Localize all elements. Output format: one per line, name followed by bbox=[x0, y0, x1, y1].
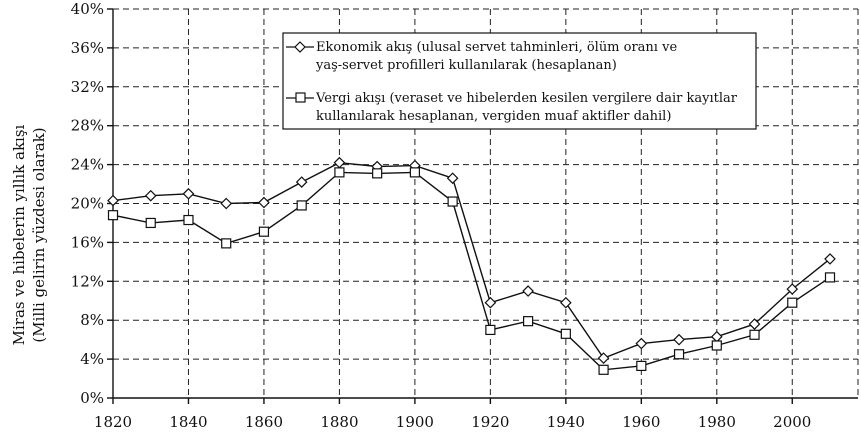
data-point-square bbox=[372, 168, 383, 179]
y-tick-label: 12% bbox=[71, 272, 104, 290]
series-line bbox=[112, 161, 831, 359]
data-point-diamond bbox=[107, 194, 119, 207]
series-line bbox=[112, 171, 831, 371]
data-point-square bbox=[824, 272, 836, 283]
y-tick-label: 32% bbox=[71, 78, 104, 96]
series-economic-flow bbox=[107, 156, 836, 364]
data-point-diamond bbox=[522, 285, 534, 297]
y-axis-label-secondary: (Milli gelirin yüzdesi olarak) bbox=[30, 127, 48, 342]
legend-label-economic-line1: Ekonomik akış (ulusal servet tahminleri,… bbox=[316, 40, 677, 55]
data-point-diamond bbox=[333, 156, 346, 169]
data-point-square bbox=[334, 167, 345, 178]
grid-lines bbox=[113, 8, 859, 398]
x-tick-label: 1880 bbox=[320, 413, 358, 431]
y-tick-label: 20% bbox=[71, 195, 104, 213]
data-point-square bbox=[183, 214, 194, 226]
data-point-square bbox=[523, 316, 534, 327]
legend-label-tax-line1: Vergi akışı (veraset ve hibelerden kesil… bbox=[315, 91, 738, 106]
x-tick-label: 1840 bbox=[169, 413, 207, 431]
data-point-square bbox=[296, 200, 307, 211]
x-tick-label: 1960 bbox=[622, 413, 660, 431]
y-tick-label: 36% bbox=[71, 39, 104, 57]
y-tick-label: 0% bbox=[80, 389, 104, 407]
data-point-diamond bbox=[446, 172, 459, 185]
data-point-square bbox=[485, 324, 496, 336]
x-tick-label: 2000 bbox=[773, 413, 811, 431]
legend-box bbox=[282, 32, 757, 130]
y-tick-label: 40% bbox=[71, 0, 104, 18]
data-point-square bbox=[560, 328, 571, 339]
y-tick-label: 24% bbox=[71, 156, 104, 174]
y-tick-labels: 0% 4% 8% 12% 16% 20% 24% 28% 32% 36% 40% bbox=[71, 0, 104, 407]
data-point-square bbox=[749, 329, 760, 340]
legend-diamond-marker bbox=[294, 41, 306, 53]
y-axis-title: Miras ve hibelerin yıllık akışı bbox=[10, 124, 28, 345]
legend-square-marker bbox=[295, 92, 306, 103]
y-tick-label: 28% bbox=[71, 117, 104, 135]
x-tick-label: 1940 bbox=[547, 413, 585, 431]
x-tick-label: 1820 bbox=[94, 413, 132, 431]
data-point-square bbox=[107, 210, 119, 221]
data-point-diamond bbox=[295, 176, 308, 188]
data-point-square bbox=[711, 340, 722, 351]
series-tax-flow bbox=[107, 167, 836, 375]
data-point-diamond bbox=[559, 296, 572, 309]
y-axis-subtitle: (Milli gelirin yüzdesi olarak) bbox=[30, 127, 48, 342]
axes bbox=[107, 8, 858, 404]
x-tick-labels: 1820 1840 1860 1880 1900 1920 1940 1960 1980 2000 bbox=[94, 413, 811, 431]
x-tick-label: 1900 bbox=[396, 413, 434, 431]
data-point-square bbox=[636, 360, 647, 372]
data-point-diamond bbox=[710, 330, 723, 343]
data-point-diamond bbox=[597, 352, 610, 364]
data-point-square bbox=[145, 217, 156, 229]
data-point-square bbox=[787, 297, 798, 308]
legend-label-economic-line2: yaş-servet profilleri kullanılarak (hesa… bbox=[315, 58, 617, 73]
data-point-square bbox=[673, 349, 685, 360]
data-point-diamond bbox=[220, 197, 233, 210]
x-tick-label: 1920 bbox=[471, 413, 509, 431]
data-point-diamond bbox=[824, 253, 836, 265]
y-tick-label: 16% bbox=[71, 233, 104, 251]
data-point-diamond bbox=[786, 283, 799, 295]
data-point-diamond bbox=[635, 337, 648, 350]
data-point-diamond bbox=[748, 318, 761, 330]
y-tick-label: 8% bbox=[80, 311, 104, 329]
y-axis-label: Miras ve hibelerin yıllık akışı bbox=[10, 124, 28, 345]
legend: Ekonomik akış (ulusal servet tahminleri,… bbox=[282, 32, 757, 130]
legend-label-tax-line2: kullanılarak hesaplanan, vergiden muaf a… bbox=[316, 109, 671, 124]
series bbox=[107, 156, 836, 375]
data-point-diamond bbox=[144, 189, 157, 202]
data-point-square bbox=[598, 364, 609, 375]
data-point-square bbox=[447, 196, 458, 207]
data-point-square bbox=[258, 226, 270, 237]
x-tick-label: 1980 bbox=[698, 413, 736, 431]
data-point-diamond bbox=[484, 296, 497, 309]
y-tick-label: 4% bbox=[80, 350, 104, 368]
data-point-diamond bbox=[182, 187, 195, 200]
data-point-diamond bbox=[258, 196, 270, 209]
data-point-square bbox=[409, 167, 420, 178]
x-tick-label: 1860 bbox=[245, 413, 283, 431]
data-point-square bbox=[221, 238, 232, 249]
data-point-diamond bbox=[673, 333, 685, 346]
